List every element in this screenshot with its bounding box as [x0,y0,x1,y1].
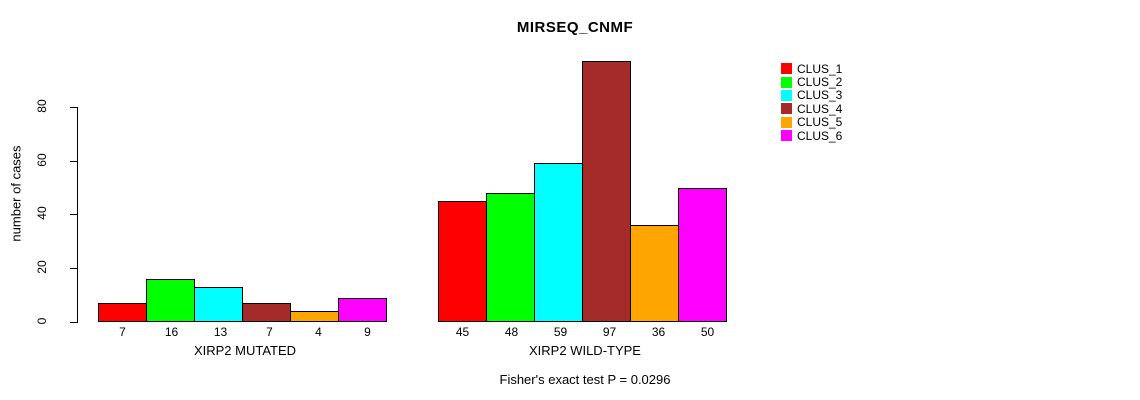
bar-clus_5 [630,225,679,322]
bar-value-label: 50 [700,325,715,339]
y-tick [70,161,77,162]
legend-label: CLUS_6 [797,128,843,143]
legend-row: CLUS_5 [781,115,843,130]
bar-value-label: 7 [119,325,126,339]
bar-value-label: 97 [602,325,617,339]
legend-row: CLUS_4 [781,101,843,116]
bar-value-label: 4 [315,325,322,339]
footer-note: Fisher's exact test P = 0.0296 [499,372,671,387]
bar-value-label: 48 [504,325,519,339]
legend-swatch [781,76,792,88]
legend-swatch [781,89,792,101]
y-tick-label: 40 [35,206,49,220]
y-tick [70,214,77,215]
bar-value-label: 36 [651,325,666,339]
legend-label: CLUS_2 [797,75,843,90]
y-tick [70,268,77,269]
y-tick [70,322,77,323]
y-tick-label: 80 [35,99,49,113]
y-axis-line [77,107,78,323]
bar-group [438,61,727,322]
legend-swatch [781,116,792,128]
y-tick-label: 60 [35,153,49,167]
bar-clus_1 [438,201,487,322]
bar-value-label: 7 [266,325,273,339]
legend: CLUS_1 CLUS_2 CLUS_3 CLUS_4 CLUS_5 CLUS_6 [781,61,843,143]
bar-clus_3 [534,163,583,322]
legend-row: CLUS_2 [781,75,843,90]
y-tick-label: 0 [35,317,49,325]
bar-value-label: 13 [213,325,228,339]
bar-clus_2 [146,279,195,322]
bar-value-label: 45 [455,325,470,339]
legend-swatch [781,63,792,75]
bar-clus_6 [678,188,727,322]
legend-label: CLUS_1 [797,61,843,76]
bar-value-label: 16 [164,325,179,339]
bar-clus_5 [290,311,339,322]
y-axis-label: number of cases [8,145,24,242]
legend-swatch [781,130,792,142]
bar-value-label: 59 [553,325,568,339]
bar-clus_4 [582,61,631,322]
legend-label: CLUS_4 [797,101,843,116]
bar-clus_4 [242,303,291,322]
legend-label: CLUS_5 [797,115,843,130]
bar-value-row: 45 48 59 97 36 50 [438,325,732,339]
bar-clus_2 [486,193,535,322]
chart-title: MIRSEQ_CNMF [516,19,634,36]
legend-row: CLUS_3 [781,88,843,103]
bar-value-row: 7 16 13 7 4 9 [98,325,392,339]
bar-clus_1 [98,303,147,322]
bar-clus_6 [338,298,387,322]
y-tick-label: 20 [35,260,49,274]
bar-value-label: 9 [364,325,371,339]
legend-swatch [781,103,792,115]
bar-clus_3 [194,287,243,322]
y-tick [70,107,77,108]
group-label: XIRP2 MUTATED [193,343,297,358]
bar-group [98,279,387,322]
legend-label: CLUS_3 [797,88,843,103]
group-label: XIRP2 WILD-TYPE [529,343,641,358]
legend-row: CLUS_1 [781,61,843,76]
legend-row: CLUS_6 [781,128,843,143]
